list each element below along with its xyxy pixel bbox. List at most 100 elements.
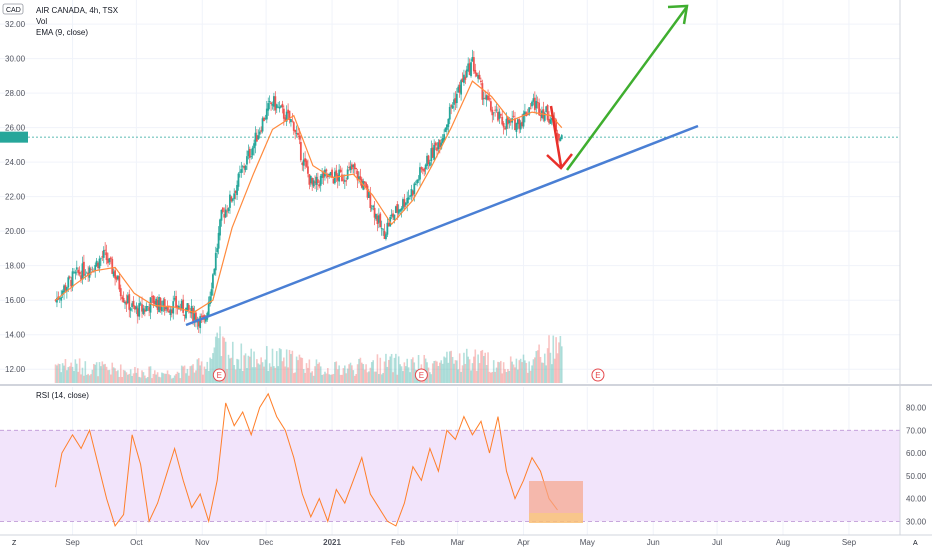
candle-body xyxy=(143,309,146,312)
volume-bar xyxy=(58,364,61,383)
candle-body xyxy=(338,169,341,182)
candle-body xyxy=(402,199,404,209)
candle-body xyxy=(535,101,538,109)
volume-bar xyxy=(522,354,525,383)
volume-bar xyxy=(77,371,80,383)
volume-bar xyxy=(256,359,258,383)
candle-body xyxy=(190,305,193,314)
candle-body xyxy=(240,169,243,173)
volume-bar xyxy=(538,344,540,383)
volume-bar xyxy=(487,352,489,383)
volume-bar xyxy=(209,357,211,383)
candle-body xyxy=(261,118,264,132)
candle-body xyxy=(403,199,406,207)
volume-bar xyxy=(148,366,150,383)
price-pane-background[interactable] xyxy=(0,0,900,383)
auto-scale-button[interactable]: A xyxy=(913,540,918,547)
candle-body xyxy=(346,169,349,180)
volume-bar xyxy=(529,370,532,383)
candle-body xyxy=(169,309,172,316)
volume-bar xyxy=(226,369,228,383)
volume-bar xyxy=(383,361,386,383)
earnings-marker-label: E xyxy=(419,371,424,380)
volume-bar xyxy=(84,361,87,383)
time-axis[interactable]: Sep Oct Nov Dec 2021 Feb Mar Apr May Jun Jul Aug Sep xyxy=(65,538,856,547)
down-arrow-drawing[interactable] xyxy=(546,105,573,170)
volume-bar xyxy=(266,346,268,383)
earnings-marker[interactable] xyxy=(591,368,605,382)
candle-body xyxy=(348,167,350,168)
volume-bar xyxy=(558,342,560,383)
candle-body xyxy=(416,179,419,184)
candle-body xyxy=(446,124,448,130)
volume-bar xyxy=(321,374,323,383)
candle-body xyxy=(193,313,196,320)
earnings-marker[interactable] xyxy=(414,368,428,382)
candle-body xyxy=(305,160,308,167)
candle-body xyxy=(134,306,136,310)
volume-bar xyxy=(87,373,89,383)
volume-bar xyxy=(179,378,182,383)
volume-bar xyxy=(257,363,260,383)
volume-bar xyxy=(402,371,404,383)
candle-body xyxy=(56,298,58,303)
volume-bar xyxy=(492,360,495,383)
candle-body xyxy=(505,118,508,129)
candle-body xyxy=(139,303,142,305)
rsi-overbought-oversold-band xyxy=(0,430,900,522)
candle-body xyxy=(200,315,203,317)
candle-body xyxy=(448,106,451,120)
price-axis[interactable]: 12.00 14.00 16.00 18.00 20.00 22.00 24.00 26.00… xyxy=(5,20,26,374)
volume-bar xyxy=(121,376,123,383)
volume-bars xyxy=(54,326,563,383)
volume-bar xyxy=(176,371,179,383)
zoom-reset-button[interactable]: Z xyxy=(12,540,17,547)
volume-bar xyxy=(399,364,401,383)
volume-bar xyxy=(454,360,457,383)
candle-body xyxy=(148,307,151,311)
volume-bar xyxy=(300,357,302,383)
candle-body xyxy=(243,165,246,169)
volume-bar xyxy=(348,364,350,383)
volume-bar xyxy=(389,356,391,383)
time-tick-label: Dec xyxy=(259,538,273,547)
volume-bar xyxy=(358,358,360,383)
candle-body xyxy=(135,306,138,310)
volume-bar xyxy=(219,326,221,383)
trendline[interactable] xyxy=(185,124,699,327)
candle-body xyxy=(533,97,536,110)
volume-bar xyxy=(292,373,295,383)
candle-body xyxy=(332,178,335,184)
candle-body xyxy=(290,118,292,123)
candle-body xyxy=(539,114,542,116)
candle-body xyxy=(280,105,282,108)
volume-bar xyxy=(404,366,407,383)
volume-bar xyxy=(475,370,478,383)
candle-body xyxy=(60,297,63,301)
volume-bar xyxy=(136,368,139,383)
rsi-line xyxy=(55,392,558,527)
volume-bar xyxy=(210,358,213,383)
volume-bar xyxy=(115,371,118,383)
volume-bar xyxy=(365,364,367,383)
svg-text:A: A xyxy=(913,540,918,547)
candle-body xyxy=(325,169,328,172)
volume-bar xyxy=(433,360,435,383)
price-tick-label: 12.00 xyxy=(5,365,26,374)
symbol-title: AIR CANADA, 4h, TSX xyxy=(36,6,119,15)
rsi-axis[interactable]: 30.00 40.00 50.00 60.00 70.00 80.00 xyxy=(906,403,927,526)
volume-bar xyxy=(342,368,345,383)
candle-body xyxy=(556,132,559,137)
candle-body xyxy=(152,295,155,304)
candle-body xyxy=(81,263,84,280)
volume-bar xyxy=(134,366,136,383)
volume-bar xyxy=(539,356,542,383)
candle-body xyxy=(475,73,478,77)
volume-bar xyxy=(171,378,173,383)
volume-bar xyxy=(142,372,145,383)
candle-body xyxy=(214,252,217,271)
earnings-marker[interactable] xyxy=(212,368,226,382)
up-arrow-drawing[interactable] xyxy=(565,4,689,171)
volume-bar xyxy=(100,366,102,383)
